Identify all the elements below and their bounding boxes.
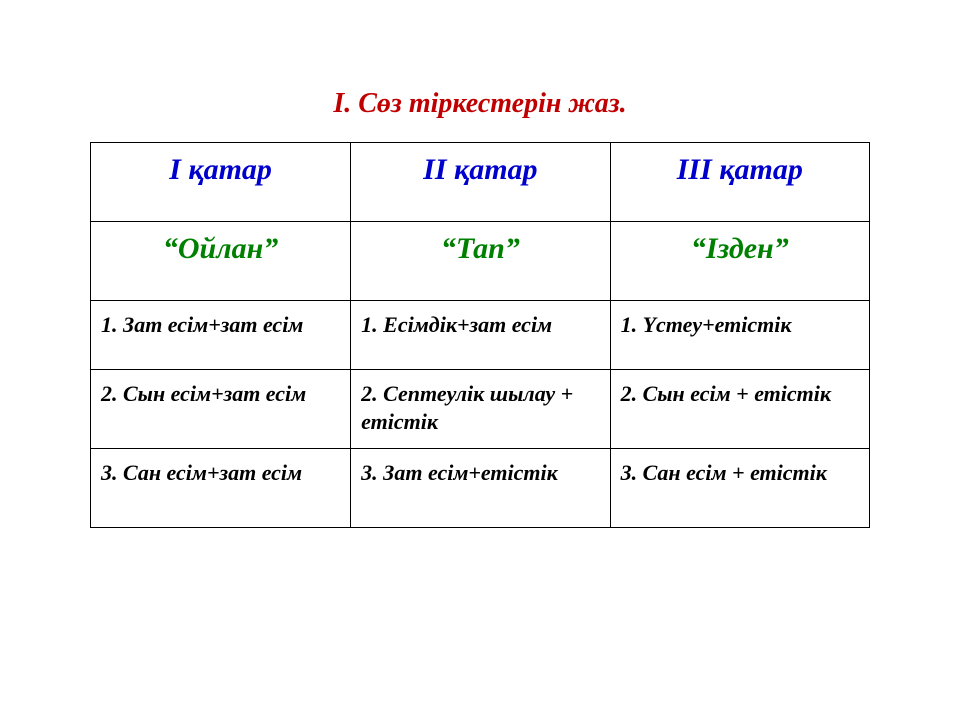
col-header-2: ІІ қатар [351,143,610,222]
col-header-1: І қатар [91,143,351,222]
cell-1-2: 1. Есімдік+зат есім [351,301,610,370]
col-header-3: ІІІ қатар [610,143,869,222]
cell-2-2: 2. Септеулік шылау + етістік [351,370,610,449]
page-title: І. Сөз тіркестерін жаз. [90,88,870,120]
cell-2-1: 2. Сын есім+зат есім [91,370,351,449]
word-combinations-table: І қатар ІІ қатар ІІІ қатар “Ойлан” “Тап”… [90,142,870,528]
table-subheader-row: “Ойлан” “Тап” “Ізден” [91,222,870,301]
table-header-row: І қатар ІІ қатар ІІІ қатар [91,143,870,222]
subheader-1: “Ойлан” [91,222,351,301]
cell-3-1: 3. Сан есім+зат есім [91,449,351,528]
cell-3-2: 3. Зат есім+етістік [351,449,610,528]
cell-1-1: 1. Зат есім+зат есім [91,301,351,370]
table-row: 1. Зат есім+зат есім 1. Есімдік+зат есім… [91,301,870,370]
page: І. Сөз тіркестерін жаз. І қатар ІІ қатар… [0,0,960,720]
cell-2-3: 2. Сын есім + етістік [610,370,869,449]
subheader-3: “Ізден” [610,222,869,301]
cell-1-3: 1. Үстеу+етістік [610,301,869,370]
cell-3-3: 3. Сан есім + етістік [610,449,869,528]
subheader-2: “Тап” [351,222,610,301]
table-row: 2. Сын есім+зат есім 2. Септеулік шылау … [91,370,870,449]
table-row: 3. Сан есім+зат есім 3. Зат есім+етістік… [91,449,870,528]
